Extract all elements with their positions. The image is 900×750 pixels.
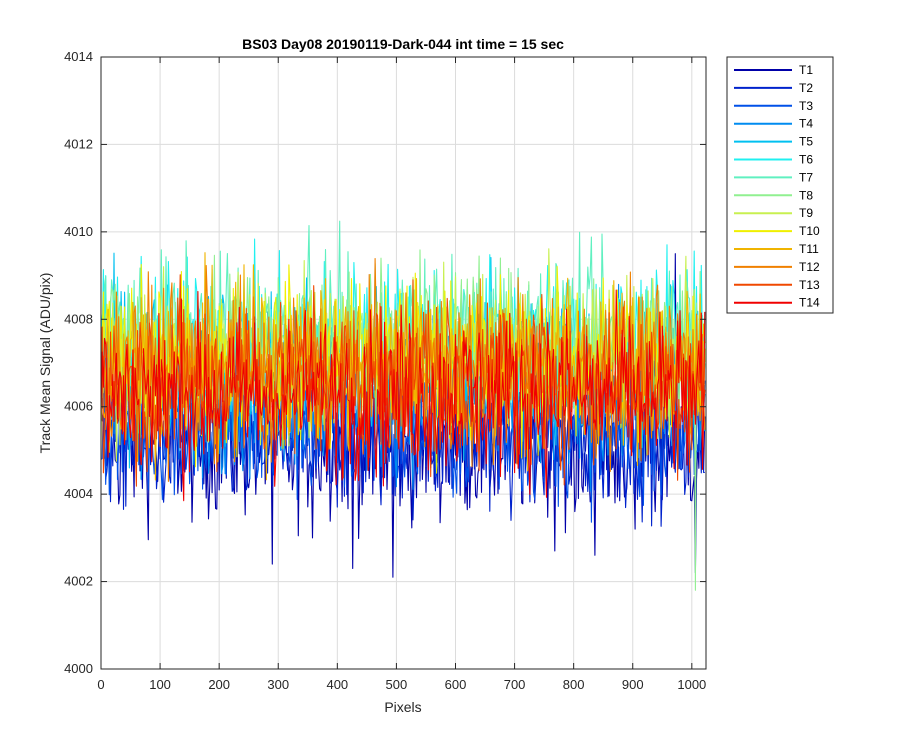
y-tick-label: 4014 bbox=[64, 49, 93, 64]
series-line-T14 bbox=[101, 289, 706, 502]
x-tick-labels: 0 100 200 300 400 500 600 700 800 900 1000 bbox=[97, 677, 706, 692]
legend-label-T7: T7 bbox=[799, 170, 813, 184]
y-tick-label: 4008 bbox=[64, 311, 93, 326]
legend-label-T11: T11 bbox=[799, 242, 819, 256]
x-tick-label: 400 bbox=[326, 677, 348, 692]
x-tick-label: 600 bbox=[445, 677, 467, 692]
legend-label-T14: T14 bbox=[799, 296, 820, 310]
y-tick-label: 4010 bbox=[64, 224, 93, 239]
legend: T1 T2 T3 T4 T5 T6 T7 T8 T9 T10 T11 T12 T13 T14 bbox=[726, 56, 834, 314]
legend-label-T6: T6 bbox=[799, 153, 813, 167]
y-tick-label: 4004 bbox=[64, 486, 93, 501]
legend-label-T13: T13 bbox=[799, 278, 820, 292]
x-tick-label: 0 bbox=[97, 677, 104, 692]
legend-label-T5: T5 bbox=[799, 135, 813, 149]
legend-label-T10: T10 bbox=[799, 224, 820, 238]
x-tick-label: 900 bbox=[622, 677, 644, 692]
x-tick-label: 700 bbox=[504, 677, 526, 692]
y-axis-label: Track Mean Signal (ADU/pix) bbox=[37, 273, 53, 454]
legend-label-T2: T2 bbox=[799, 81, 813, 95]
y-tick-label: 4002 bbox=[64, 574, 93, 589]
x-tick-label: 500 bbox=[386, 677, 408, 692]
x-tick-label: 100 bbox=[149, 677, 171, 692]
y-tick-labels: 4000 4002 4004 4006 4008 4010 4012 4014 bbox=[64, 49, 93, 676]
legend-label-T1: T1 bbox=[799, 63, 813, 77]
legend-items: T1 T2 T3 T4 T5 T6 T7 T8 T9 T10 T11 T12 T13 T14 bbox=[734, 63, 820, 310]
legend-label-T3: T3 bbox=[799, 99, 813, 113]
legend-label-T4: T4 bbox=[799, 117, 813, 131]
legend-label-T8: T8 bbox=[799, 188, 813, 202]
x-tick-label: 800 bbox=[563, 677, 585, 692]
plot-frame bbox=[100, 56, 707, 670]
legend-box bbox=[726, 56, 834, 314]
y-tick-label: 4000 bbox=[64, 661, 93, 676]
x-tick-label: 1000 bbox=[677, 677, 706, 692]
x-tick-label: 200 bbox=[208, 677, 230, 692]
y-tick-label: 4006 bbox=[64, 399, 93, 414]
legend-label-T9: T9 bbox=[799, 206, 813, 220]
chart-title: BS03 Day08 20190119-Dark-044 int time = … bbox=[242, 36, 564, 52]
y-tick-label: 4012 bbox=[64, 136, 93, 151]
tick-layer bbox=[100, 56, 706, 670]
x-tick-label: 300 bbox=[267, 677, 289, 692]
legend-label-T12: T12 bbox=[799, 260, 820, 274]
series-layer bbox=[101, 220, 706, 591]
x-axis-label: Pixels bbox=[384, 699, 421, 715]
